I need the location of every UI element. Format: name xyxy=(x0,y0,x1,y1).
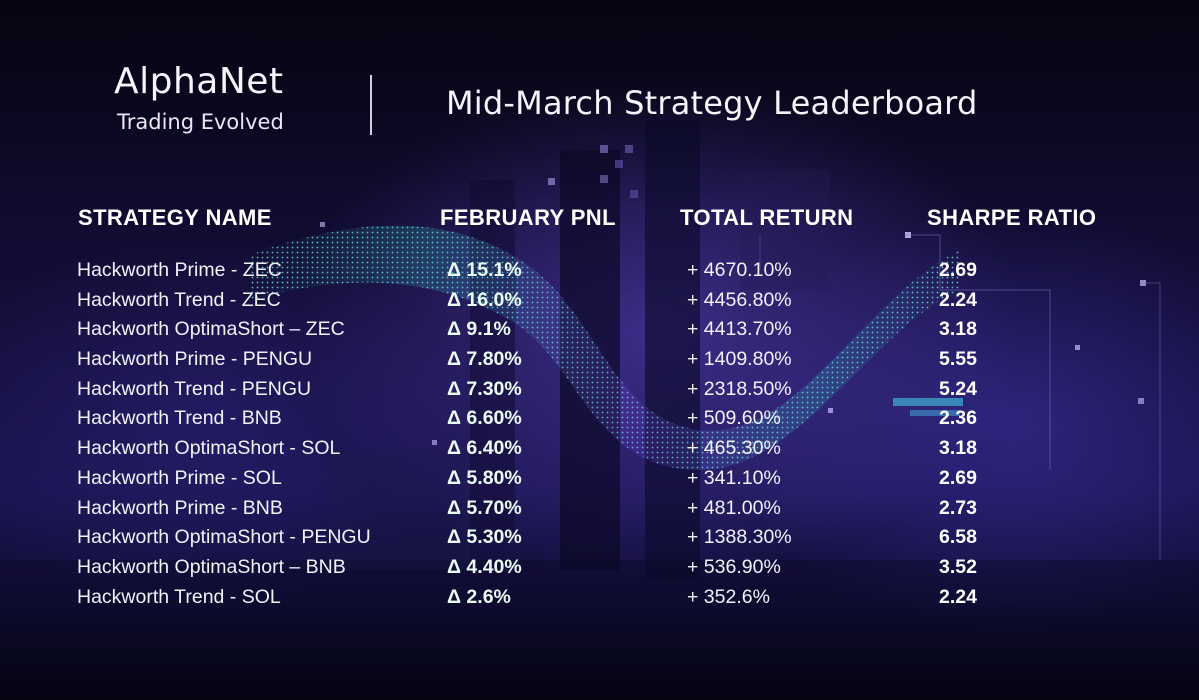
page-title: Mid-March Strategy Leaderboard xyxy=(446,84,978,122)
february-pnl-cell: Δ 16.0% xyxy=(447,288,522,311)
february-pnl-cell: Δ 7.80% xyxy=(447,348,522,371)
sharpe-ratio-cell: 2.36 xyxy=(939,407,977,430)
february-pnl-cell: Δ 5.30% xyxy=(447,526,522,549)
total-return-cell: + 4413.70% xyxy=(687,318,792,341)
total-return-cell: + 509.60% xyxy=(687,407,781,430)
column-header-sharpe-ratio: SHARPE RATIO xyxy=(927,205,1097,230)
strategy-name-cell: Hackworth OptimaShort – BNB xyxy=(77,555,346,578)
table-row: Hackworth OptimaShort – ZEC Δ 9.1% + 441… xyxy=(0,315,1199,345)
total-return-cell: + 2318.50% xyxy=(687,377,792,400)
total-return-cell: + 4456.80% xyxy=(687,288,792,311)
total-return-cell: + 465.30% xyxy=(687,437,781,460)
sharpe-ratio-cell: 2.69 xyxy=(939,466,977,489)
strategy-name-cell: Hackworth Prime - SOL xyxy=(77,466,282,489)
strategy-name-cell: Hackworth Trend - PENGU xyxy=(77,377,312,400)
brand-tagline: Trading Evolved xyxy=(117,110,284,134)
sharpe-ratio-cell: 5.24 xyxy=(939,377,977,400)
total-return-cell: + 536.90% xyxy=(687,555,781,578)
strategy-name-cell: Hackworth OptimaShort – ZEC xyxy=(77,318,345,341)
strategy-name-cell: Hackworth Trend - SOL xyxy=(77,585,281,608)
sharpe-ratio-cell: 3.18 xyxy=(939,318,977,341)
february-pnl-cell: Δ 9.1% xyxy=(447,318,511,341)
total-return-cell: + 1388.30% xyxy=(687,526,792,549)
alphanet-logo: AlphaNet xyxy=(114,61,284,102)
sharpe-ratio-cell: 2.69 xyxy=(939,259,977,281)
table-row: Hackworth Trend - PENGU Δ 7.30% + 2318.5… xyxy=(0,375,1199,405)
february-pnl-cell: Δ 5.70% xyxy=(447,496,522,519)
header-divider xyxy=(370,75,372,135)
total-return-cell: + 1409.80% xyxy=(687,348,792,371)
sharpe-ratio-cell: 6.58 xyxy=(939,526,977,549)
column-header-february-pnl: FEBRUARY PNL xyxy=(440,205,616,230)
table-row: Hackworth Prime - BNB Δ 5.70% + 481.00% … xyxy=(0,494,1199,524)
sharpe-ratio-cell: 2.24 xyxy=(939,585,977,608)
strategy-name-cell: Hackworth Prime - PENGU xyxy=(77,348,313,371)
brand: AlphaNet Trading Evolved xyxy=(114,60,284,134)
table-row: Hackworth OptimaShort - SOL Δ 6.40% + 46… xyxy=(0,434,1199,464)
sharpe-ratio-cell: 3.52 xyxy=(939,555,977,578)
table-row: Hackworth Trend - ZEC Δ 16.0% + 4456.80%… xyxy=(0,286,1199,316)
table-row: Hackworth Prime - PENGU Δ 7.80% + 1409.8… xyxy=(0,345,1199,375)
february-pnl-cell: Δ 15.1% xyxy=(447,259,522,281)
february-pnl-cell: Δ 6.40% xyxy=(447,437,522,460)
column-header-total-return: TOTAL RETURN xyxy=(680,205,854,230)
sharpe-ratio-cell: 2.24 xyxy=(939,288,977,311)
sharpe-ratio-cell: 3.18 xyxy=(939,437,977,460)
total-return-cell: + 352.6% xyxy=(687,585,770,608)
table-row: Hackworth OptimaShort - PENGU Δ 5.30% + … xyxy=(0,523,1199,553)
strategy-name-cell: Hackworth Trend - ZEC xyxy=(77,288,281,311)
february-pnl-cell: Δ 5.80% xyxy=(447,466,522,489)
table-row: Hackworth Trend - BNB Δ 6.60% + 509.60% … xyxy=(0,404,1199,434)
february-pnl-cell: Δ 4.40% xyxy=(447,555,522,578)
february-pnl-cell: Δ 6.60% xyxy=(447,407,522,430)
total-return-cell: + 4670.10% xyxy=(687,259,792,281)
sharpe-ratio-cell: 5.55 xyxy=(939,348,977,371)
leaderboard-table: Hackworth Prime - ZEC Δ 15.1% + 4670.10%… xyxy=(0,256,1199,612)
table-row: Hackworth Trend - SOL Δ 2.6% + 352.6% 2.… xyxy=(0,583,1199,613)
strategy-name-cell: Hackworth Prime - BNB xyxy=(77,496,283,519)
strategy-name-cell: Hackworth OptimaShort - PENGU xyxy=(77,526,371,549)
total-return-cell: + 341.10% xyxy=(687,466,781,489)
table-row: Hackworth Prime - SOL Δ 5.80% + 341.10% … xyxy=(0,464,1199,494)
column-header-strategy-name: STRATEGY NAME xyxy=(78,205,272,230)
total-return-cell: + 481.00% xyxy=(687,496,781,519)
table-row: Hackworth OptimaShort – BNB Δ 4.40% + 53… xyxy=(0,553,1199,583)
sharpe-ratio-cell: 2.73 xyxy=(939,496,977,519)
strategy-name-cell: Hackworth OptimaShort - SOL xyxy=(77,437,341,460)
february-pnl-cell: Δ 7.30% xyxy=(447,377,522,400)
february-pnl-cell: Δ 2.6% xyxy=(447,585,511,608)
strategy-name-cell: Hackworth Prime - ZEC xyxy=(77,259,282,281)
table-row: Hackworth Prime - ZEC Δ 15.1% + 4670.10%… xyxy=(0,256,1199,286)
strategy-name-cell: Hackworth Trend - BNB xyxy=(77,407,282,430)
